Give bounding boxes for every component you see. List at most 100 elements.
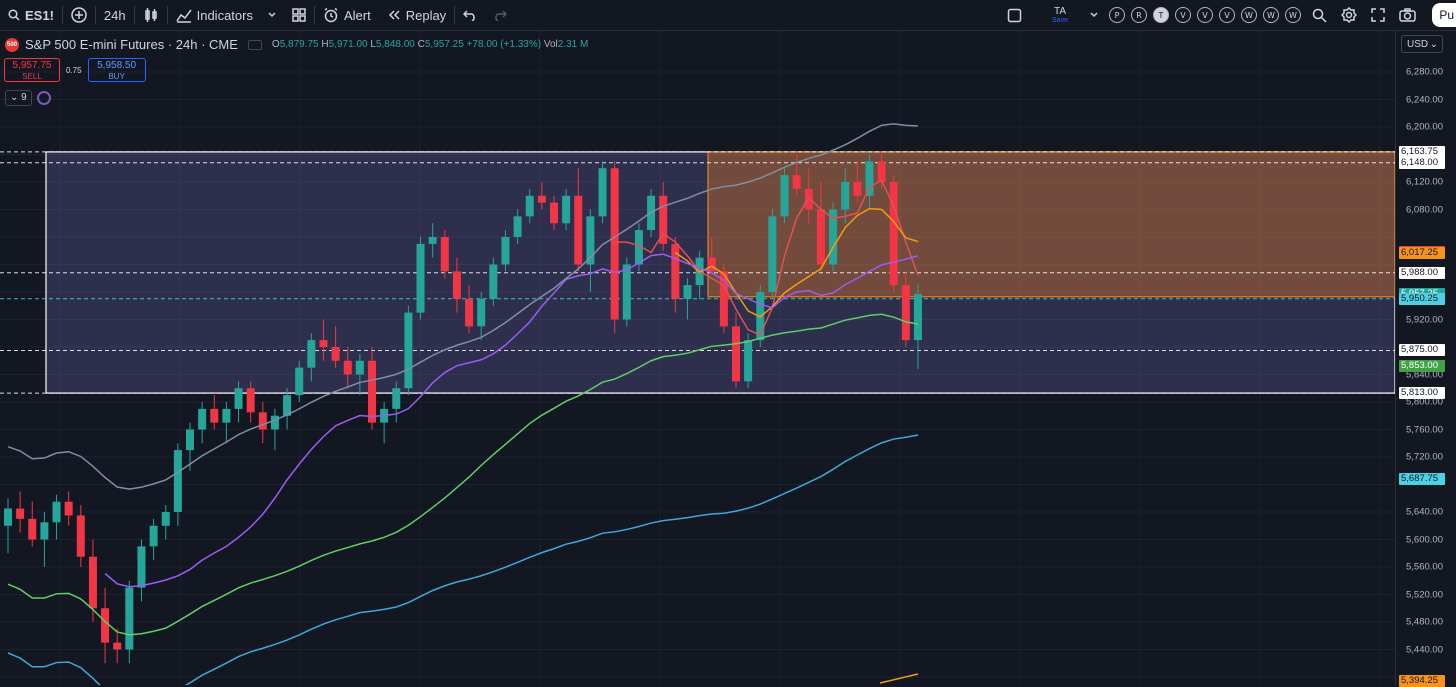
candle-body: [853, 182, 862, 196]
ma-long-orange-line: [879, 673, 919, 684]
candle-body: [550, 202, 558, 224]
axis-label: 5,920.00: [1406, 314, 1443, 325]
chart-type-button[interactable]: [135, 0, 167, 30]
sell-button[interactable]: 5,957.75 SELL: [4, 58, 60, 82]
symbol-search[interactable]: ES1!: [0, 0, 62, 30]
candle-body: [865, 161, 874, 196]
candle-body: [598, 168, 607, 217]
indicators-collapse-button[interactable]: ⌄ 9: [5, 90, 32, 106]
quick-button-w-6[interactable]: W: [1241, 7, 1257, 23]
settings-button[interactable]: [1335, 0, 1363, 30]
ta-label: TA: [1053, 5, 1067, 17]
candle-body: [744, 340, 753, 382]
templates-button[interactable]: [284, 0, 314, 30]
buy-button[interactable]: 5,958.50 BUY: [87, 58, 146, 82]
candle-body: [671, 243, 680, 299]
candle-body: [707, 257, 716, 272]
price-tag: 6,163.75: [1399, 145, 1445, 158]
candle-body: [525, 195, 534, 217]
redo-button[interactable]: [485, 0, 515, 30]
compare-button[interactable]: [63, 0, 95, 30]
candle-body: [574, 195, 583, 265]
candle-body: [283, 395, 292, 416]
ohlc-values: O5,879.75 H5,971.00 L5,848.00 C5,957.25 …: [271, 39, 589, 50]
indicator-toggle-row: ⌄ 9: [5, 90, 51, 106]
quick-button-t-2[interactable]: T: [1153, 7, 1169, 23]
candle-body: [659, 195, 668, 244]
undo-button[interactable]: [455, 0, 485, 30]
fullscreen-button[interactable]: [1365, 0, 1391, 30]
candle-body: [101, 608, 110, 643]
series-title[interactable]: S&P 500 E-mini Futures · 24h · CME: [25, 37, 238, 52]
axis-label: 6,240.00: [1406, 94, 1443, 105]
candle-body: [537, 195, 546, 203]
currency-selector[interactable]: USD ⌄: [1401, 35, 1443, 53]
data-sync-icon[interactable]: [36, 91, 51, 105]
axis-label: 5,720.00: [1406, 451, 1443, 463]
trade-panel: 5,957.75 SELL 0.75 5,958.50 BUY: [4, 58, 146, 82]
axis-label: 5,560.00: [1406, 561, 1443, 573]
interval-button[interactable]: 24h: [103, 7, 126, 23]
alert-button[interactable]: Alert: [315, 0, 379, 30]
candles-icon: [143, 7, 159, 23]
quick-button-v-5[interactable]: V: [1219, 7, 1235, 23]
ta-save-button[interactable]: TA Save: [1032, 0, 1088, 30]
price-axis[interactable]: USD ⌄ 6,280.00 6,240.00 6,200.00 6,120.00 6,0…: [1395, 31, 1456, 687]
candle-body: [270, 415, 279, 430]
quick-button-r-1[interactable]: R: [1131, 7, 1147, 23]
candle-body: [477, 298, 486, 327]
candle-body: [4, 508, 12, 526]
layout-button[interactable]: [999, 0, 1030, 30]
quick-search-button[interactable]: [1306, 0, 1333, 30]
candle-body: [404, 312, 413, 389]
quick-button-w-8[interactable]: W: [1285, 7, 1301, 23]
quick-button-p-0[interactable]: P: [1109, 7, 1125, 23]
candle-body: [125, 587, 134, 650]
candle-body: [889, 182, 898, 286]
candle-body: [161, 512, 170, 526]
candle-body: [841, 182, 850, 210]
candle-body: [562, 195, 571, 224]
gear-icon: [1341, 7, 1357, 23]
price-tag: 5,988.00: [1399, 266, 1445, 279]
quick-button-w-7[interactable]: W: [1263, 7, 1279, 23]
candle-body: [307, 340, 316, 368]
more-icon[interactable]: [247, 39, 262, 50]
plus-circle-icon: [71, 7, 87, 23]
candle-body: [501, 237, 510, 265]
buy-price: 5,958.50: [97, 60, 137, 71]
indicators-button[interactable]: Indicators: [168, 0, 284, 30]
square-icon: [1007, 8, 1022, 23]
rewind-icon: [387, 9, 401, 21]
candle-body: [768, 216, 777, 292]
ma-red-line: [614, 179, 919, 336]
axis-label: 5,640.00: [1406, 506, 1443, 518]
chevron-down-icon[interactable]: [1090, 12, 1098, 18]
undo-icon: [463, 9, 477, 21]
snapshot-button[interactable]: [1393, 0, 1422, 30]
candle-body: [16, 508, 25, 519]
price-chart[interactable]: [0, 31, 1395, 685]
quick-button-v-4[interactable]: V: [1197, 7, 1213, 23]
publish-button[interactable]: Pu: [1432, 3, 1456, 27]
price-tag: 5,687.75: [1399, 473, 1445, 486]
ma-orange-line: [674, 207, 919, 318]
candle-body: [222, 408, 231, 423]
replay-button[interactable]: Replay: [379, 0, 454, 30]
candle-body: [52, 501, 61, 523]
candle-body: [246, 388, 255, 413]
candle-body: [792, 175, 801, 189]
candle-body: [634, 230, 643, 265]
candle-body: [186, 429, 194, 451]
ma-gray-line: [7, 123, 919, 490]
candle-body: [331, 347, 340, 361]
quick-button-v-3[interactable]: V: [1175, 7, 1191, 23]
axis-label: 5,520.00: [1406, 589, 1443, 600]
candle-body: [816, 209, 825, 265]
price-tag: 5,950.25: [1399, 292, 1445, 305]
price-tag: 5,853.00: [1399, 359, 1445, 372]
candle-body: [355, 360, 364, 375]
candle-body: [732, 326, 740, 382]
candle-body: [76, 515, 85, 557]
